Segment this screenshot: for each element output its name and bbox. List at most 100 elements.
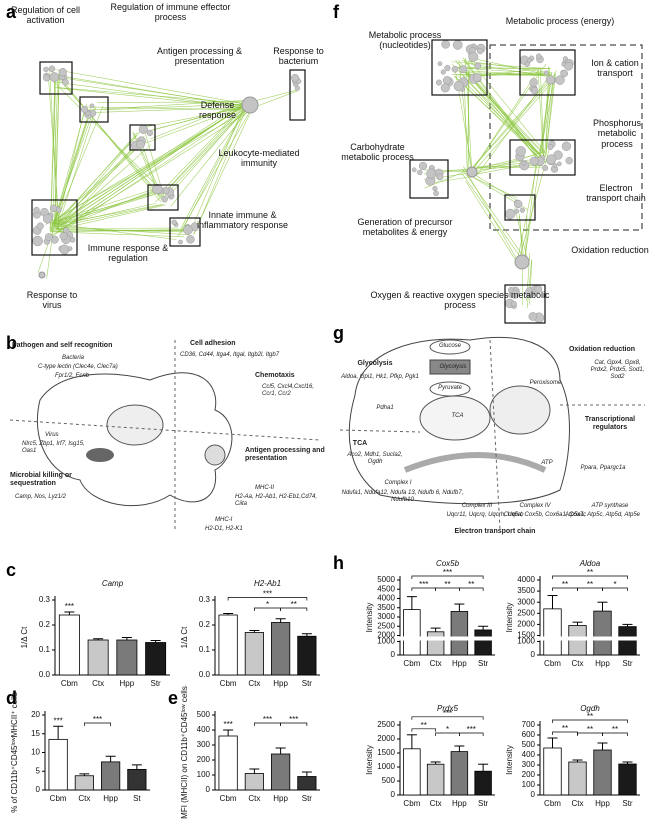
panel-label: b [6, 333, 17, 353]
bar [48, 738, 68, 791]
network-node [557, 161, 562, 167]
significance: ** [587, 725, 593, 734]
y-tick-label: 100 [197, 770, 211, 779]
network-node [426, 168, 437, 179]
diagram-text: Cat, Gpx4, Gpx8, Prdx2, Prdx5, Sod1, Sod… [590, 360, 645, 380]
diagram-text: Camp, Nos, Lyz1/2 [15, 494, 66, 500]
diagram-text: Bacteria [62, 355, 85, 361]
network-label: Phosphorus metabolic process [592, 118, 642, 149]
x-tick-label: Cbm [220, 679, 237, 688]
bar [244, 773, 264, 791]
network-node [48, 65, 56, 72]
y-tick-label: 0 [206, 785, 211, 794]
diagram-text: H2-D1, H2-K1 [205, 526, 243, 532]
x-tick-label: Str [622, 799, 633, 808]
y-tick-label: 3000 [517, 597, 535, 606]
x-tick-label: Str [302, 794, 313, 803]
network-node [535, 53, 542, 60]
network-edge [180, 106, 247, 234]
network-node [529, 78, 538, 87]
significance: ** [587, 580, 593, 589]
network-node [547, 144, 554, 151]
network-node [437, 61, 443, 66]
network-edge [49, 146, 139, 227]
y-tick-label: 500 [382, 776, 396, 785]
y-tick-label: 0 [531, 790, 536, 799]
x-tick-label: Cbm [50, 794, 67, 803]
divider [9, 419, 321, 441]
network-node [62, 78, 69, 86]
network-node [519, 207, 525, 213]
network-edge [529, 260, 533, 305]
network-node [178, 239, 183, 245]
diagram-text: Complex IV [519, 503, 551, 509]
diagram-text: TCA [451, 413, 464, 419]
significance-bracket [84, 722, 111, 726]
network-edge [49, 68, 60, 233]
network-edge [85, 106, 250, 111]
diagram-text: Electron transport chain [454, 528, 536, 535]
network-edge [50, 222, 177, 240]
significance: ** [587, 568, 593, 577]
significance-bracket [459, 587, 484, 591]
nucleus [106, 404, 164, 446]
network-node [543, 70, 549, 76]
network-label: Metabolic process (nucleotides) [368, 30, 442, 51]
x-tick-label: Str [478, 659, 489, 668]
cluster-box [129, 124, 156, 151]
network-node [515, 146, 526, 157]
hub-node [241, 96, 259, 114]
network-node [43, 74, 51, 82]
significance-bracket [552, 719, 628, 723]
network-edge [62, 82, 164, 202]
network-node [542, 164, 549, 171]
hub-node [466, 166, 478, 178]
network-node [294, 85, 300, 91]
vesicle [204, 444, 226, 466]
network-edge [54, 69, 60, 225]
bar [218, 614, 238, 676]
y-tick-label: 1000 [517, 637, 535, 646]
network-node [459, 65, 468, 74]
network-label: Response to virus [26, 290, 78, 311]
network-edge [139, 107, 246, 129]
x-tick-label: Ctx [248, 794, 260, 803]
network-edge [193, 106, 254, 235]
network-node [36, 222, 44, 230]
network-node [42, 214, 53, 224]
significance: ** [444, 580, 450, 589]
bar [116, 639, 138, 676]
diagram-text: Oxidation reduction [568, 346, 636, 353]
network-edge [544, 77, 554, 154]
cluster-box [289, 69, 306, 121]
network-node [44, 233, 53, 242]
diagram-text: Aco2, Mdh1, Sucla2, Ogdh [347, 452, 403, 465]
bar [543, 608, 562, 656]
diagram-text: MHC-II [255, 485, 274, 491]
network-node [440, 83, 450, 93]
y-tick-label: 200 [522, 770, 536, 779]
network-node [552, 163, 558, 168]
significance-bracket [552, 575, 628, 579]
network-edge [463, 76, 468, 176]
y-tick-label: 400 [522, 750, 536, 759]
network-edge [49, 67, 167, 203]
glycolysis-box [429, 359, 471, 375]
x-tick-label: Hpp [452, 799, 467, 808]
significance-bracket [227, 597, 308, 601]
y-tick-label: 4000 [377, 594, 395, 603]
bar [426, 763, 445, 796]
y-axis-label: Intensity [505, 603, 514, 633]
network-edge [54, 79, 57, 226]
network-edge [56, 135, 138, 231]
network-edge [524, 165, 540, 260]
divider [339, 429, 421, 433]
network-edge [193, 103, 249, 235]
network-edge [55, 81, 253, 110]
diagram-text: Cell adhesion [190, 340, 236, 347]
y-tick-label: 200 [197, 755, 211, 764]
network-edge [545, 70, 557, 157]
network-edge [52, 231, 185, 238]
